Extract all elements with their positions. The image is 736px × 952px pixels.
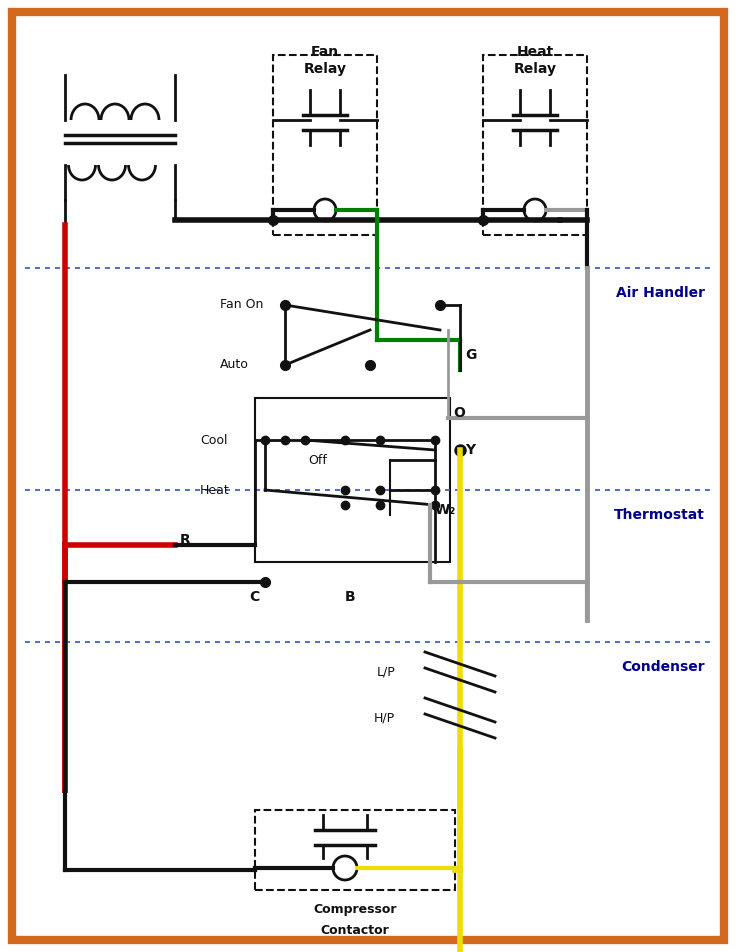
Text: Y: Y bbox=[465, 443, 475, 457]
Text: Heat: Heat bbox=[517, 45, 553, 59]
Text: Off: Off bbox=[308, 453, 327, 466]
Text: Fan: Fan bbox=[311, 45, 339, 59]
Text: Thermostat: Thermostat bbox=[614, 508, 705, 522]
Text: Fan On: Fan On bbox=[220, 299, 263, 311]
Text: H/P: H/P bbox=[374, 711, 395, 724]
Text: Relay: Relay bbox=[514, 62, 556, 76]
Circle shape bbox=[524, 199, 546, 221]
Text: Air Handler: Air Handler bbox=[616, 286, 705, 300]
Circle shape bbox=[333, 856, 357, 880]
Text: Contactor: Contactor bbox=[321, 923, 389, 937]
Text: Compressor: Compressor bbox=[314, 903, 397, 917]
Text: B: B bbox=[344, 590, 355, 604]
Circle shape bbox=[314, 199, 336, 221]
Text: O: O bbox=[453, 406, 465, 420]
Text: Condenser: Condenser bbox=[621, 660, 705, 674]
Text: Auto: Auto bbox=[220, 359, 249, 371]
Text: C: C bbox=[250, 590, 260, 604]
Text: L/P: L/P bbox=[376, 665, 395, 679]
Text: Cool: Cool bbox=[200, 433, 227, 446]
FancyBboxPatch shape bbox=[12, 12, 724, 940]
Bar bbox=[255, 398, 450, 562]
Text: G: G bbox=[465, 348, 476, 362]
Text: R: R bbox=[180, 533, 191, 547]
Text: W₂: W₂ bbox=[435, 503, 456, 517]
Text: Relay: Relay bbox=[303, 62, 347, 76]
Text: Heat: Heat bbox=[200, 484, 230, 497]
